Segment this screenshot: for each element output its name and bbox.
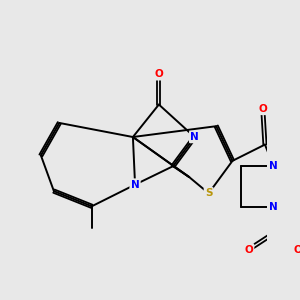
Text: N: N <box>269 202 278 212</box>
Text: O: O <box>154 69 163 79</box>
Text: N: N <box>131 180 140 190</box>
Text: N: N <box>269 161 278 171</box>
Text: O: O <box>244 244 253 255</box>
Text: N: N <box>190 132 199 142</box>
Text: O: O <box>258 104 267 114</box>
Text: O: O <box>293 244 300 255</box>
Text: S: S <box>205 188 212 198</box>
